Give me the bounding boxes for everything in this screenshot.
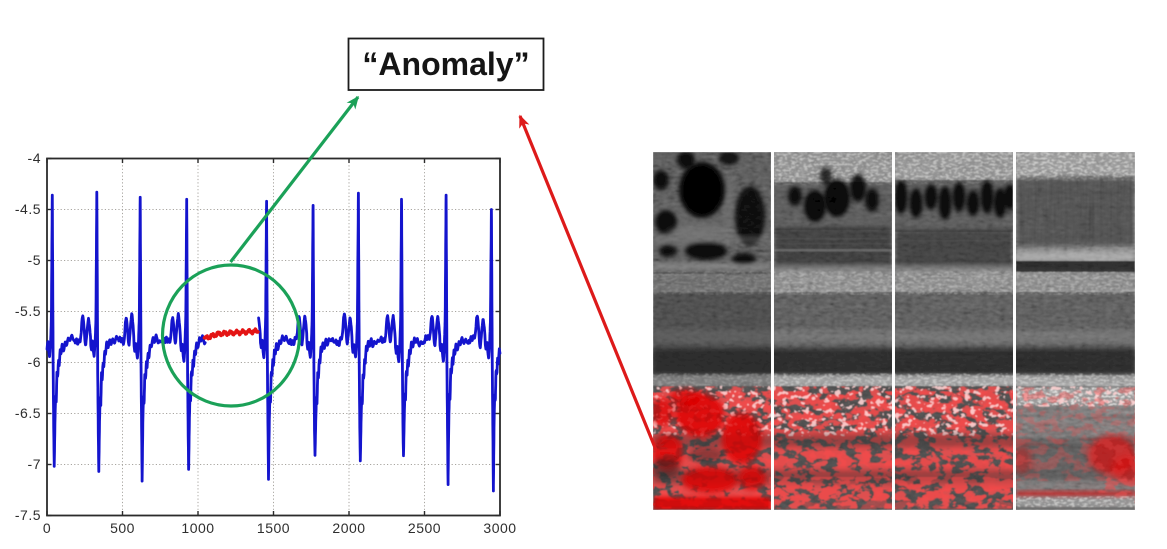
svg-text:-4.5: -4.5	[15, 201, 41, 217]
svg-text:“Anomaly”: “Anomaly”	[362, 46, 529, 82]
svg-text:-7.5: -7.5	[15, 507, 41, 523]
svg-text:3000: 3000	[483, 520, 516, 536]
svg-text:1000: 1000	[181, 520, 214, 536]
svg-text:-5.5: -5.5	[15, 303, 41, 319]
svg-text:-7: -7	[28, 456, 41, 472]
svg-text:1500: 1500	[257, 520, 290, 536]
svg-text:-6: -6	[28, 354, 41, 370]
svg-text:-4: -4	[28, 150, 41, 166]
svg-text:-5: -5	[28, 252, 41, 268]
svg-text:2000: 2000	[332, 520, 365, 536]
svg-text:-6.5: -6.5	[15, 405, 41, 421]
svg-text:500: 500	[110, 520, 135, 536]
svg-text:0: 0	[43, 520, 51, 536]
svg-text:2500: 2500	[408, 520, 441, 536]
